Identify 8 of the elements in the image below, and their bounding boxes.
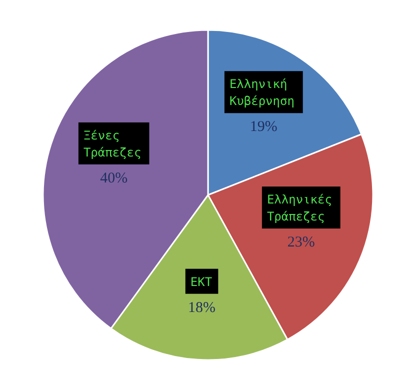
data-label: 23%	[287, 234, 315, 251]
data-label: 18%	[188, 300, 216, 316]
slice-label: Ελληνική Κυβέρνηση	[229, 77, 294, 108]
slice-label: Ξένες Τράπεζες	[83, 128, 142, 160]
data-label: 19%	[250, 119, 278, 136]
slice-label: ΕΚΤ	[190, 274, 212, 289]
data-label: 40%	[100, 170, 128, 186]
slice-label: Ελληνικές Τράπεζες	[266, 192, 332, 224]
